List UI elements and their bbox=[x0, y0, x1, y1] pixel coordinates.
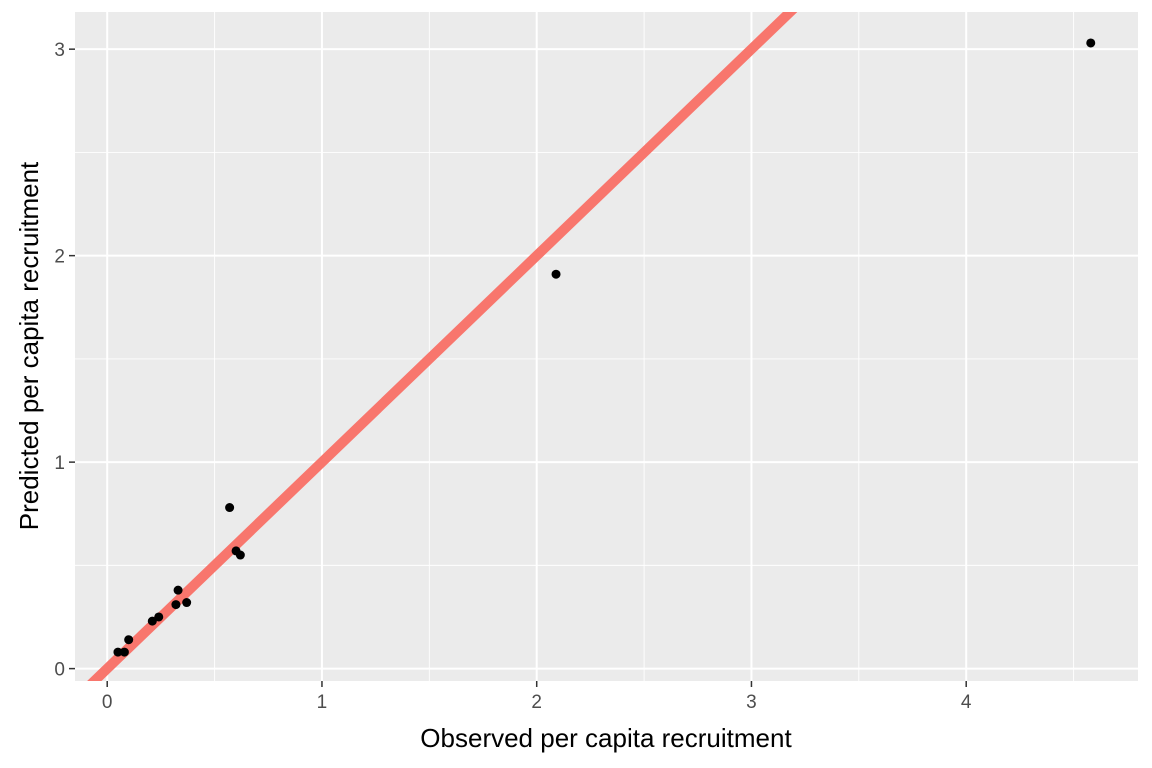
data-point bbox=[225, 503, 235, 513]
x-tick-label: 3 bbox=[746, 692, 757, 713]
data-point bbox=[119, 647, 129, 657]
data-point bbox=[1086, 38, 1096, 48]
x-tick-label: 4 bbox=[961, 692, 972, 713]
data-point bbox=[235, 550, 245, 560]
data-point bbox=[173, 585, 183, 595]
y-axis-title: Predicted per capita recruitment bbox=[14, 161, 44, 530]
x-axis-title: Observed per capita recruitment bbox=[420, 723, 792, 753]
data-point bbox=[113, 647, 123, 657]
data-point bbox=[171, 600, 181, 610]
data-point bbox=[551, 269, 561, 279]
x-tick-label: 1 bbox=[317, 692, 328, 713]
y-tick-label: 2 bbox=[54, 247, 65, 268]
axis-ticks: 0 1 2 3 4 0 1 2 3 bbox=[54, 40, 971, 713]
data-point bbox=[154, 612, 164, 622]
data-points bbox=[113, 38, 1096, 657]
data-point bbox=[147, 616, 157, 626]
x-tick-label: 0 bbox=[102, 692, 113, 713]
x-tick-label: 2 bbox=[531, 692, 542, 713]
y-tick-label: 0 bbox=[54, 660, 65, 681]
y-tick-label: 3 bbox=[54, 40, 65, 61]
data-point bbox=[124, 635, 134, 645]
grid-lines bbox=[75, 12, 1138, 681]
y-tick-label: 1 bbox=[54, 453, 65, 474]
data-point bbox=[182, 598, 192, 608]
plot-panel bbox=[75, 12, 1138, 681]
